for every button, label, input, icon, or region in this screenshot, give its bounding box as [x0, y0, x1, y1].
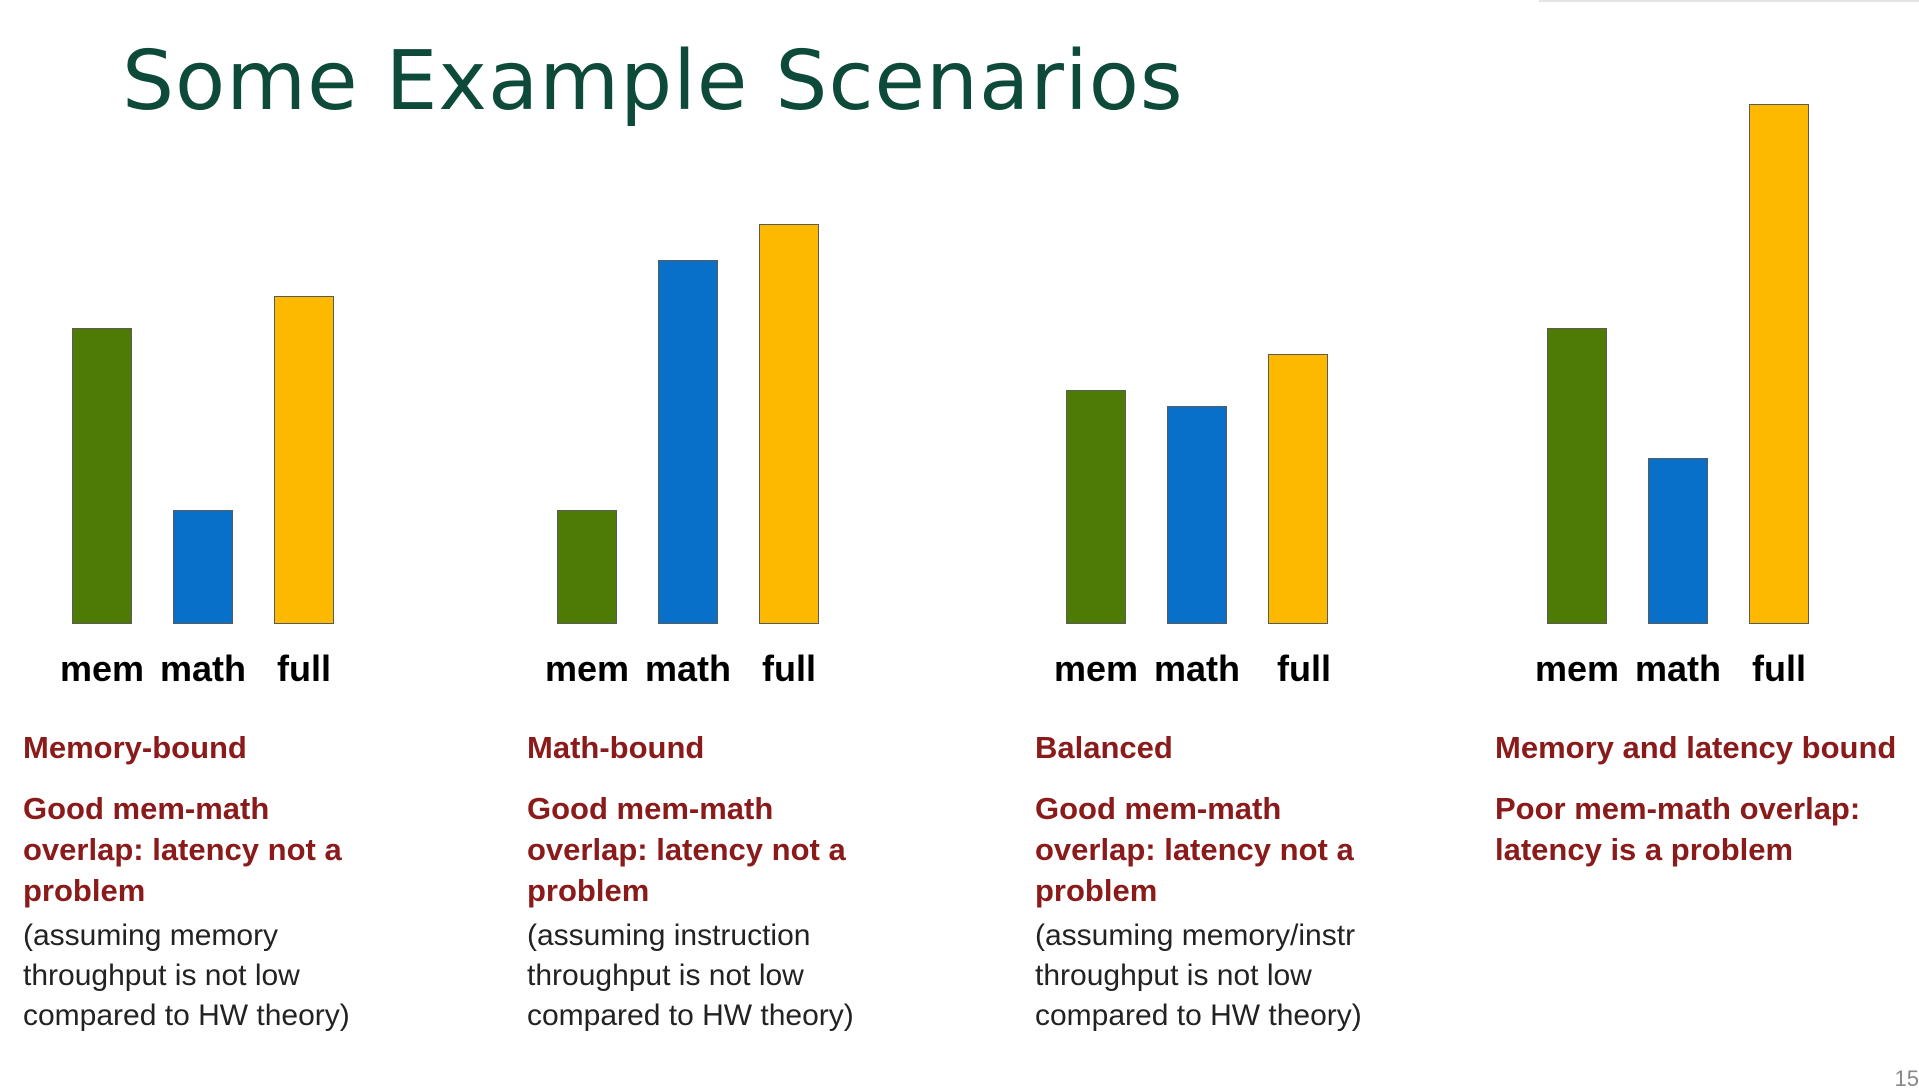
category-label-mem: mem [544, 648, 630, 689]
scenario-verdict: Good mem-math overlap: latency not a pro… [527, 791, 846, 908]
bar-mem [557, 510, 617, 624]
category-label-full: full [1277, 648, 1331, 689]
bar-full [759, 224, 819, 624]
bar-mem [72, 328, 132, 624]
scenario-panel-4: Memory and latency bound Poor mem-math o… [1495, 728, 1919, 870]
category-label-math: math [159, 648, 246, 689]
bar-math [1648, 458, 1708, 624]
category-label-mem: mem [59, 648, 145, 689]
scenario-verdict: Good mem-math overlap: latency not a pro… [23, 791, 342, 908]
scenario-heading: Memory and latency bound [1495, 730, 1897, 765]
scenario-heading: Memory-bound [23, 730, 247, 765]
bar-math [658, 260, 718, 624]
category-label-mem: mem [1534, 648, 1620, 689]
scenario-verdict: Good mem-math overlap: latency not a pro… [1035, 791, 1354, 908]
scenario-panel-2: Math-bound Good mem-math overlap: latenc… [527, 728, 1007, 1036]
bar-full [1268, 354, 1328, 624]
scenario-note: (assuming memory/instr throughput is not… [1035, 919, 1362, 1032]
scenario-panel-1: Memory-bound Good mem-math overlap: late… [23, 728, 503, 1036]
bar-mem [1547, 328, 1607, 624]
bar-full [1749, 104, 1809, 624]
corner-rule [1539, 0, 1919, 2]
bar-math [173, 510, 233, 624]
scenario-note: (assuming memory throughput is not low c… [23, 919, 350, 1032]
category-label-full: full [277, 648, 331, 689]
bar-math [1167, 406, 1227, 624]
scenario-note: (assuming instruction throughput is not … [527, 919, 854, 1032]
bar-mem [1066, 390, 1126, 624]
page-number: 15 [1894, 1066, 1919, 1091]
category-label-math: math [1634, 648, 1721, 689]
category-label-math: math [1153, 648, 1240, 689]
scenario-heading: Math-bound [527, 730, 705, 765]
scenario-heading: Balanced [1035, 730, 1173, 765]
category-label-math: math [644, 648, 731, 689]
slide-title: Some Example Scenarios [122, 34, 1184, 129]
bar-full [274, 296, 334, 624]
category-label-full: full [1752, 648, 1806, 689]
scenario-panel-3: Balanced Good mem-math overlap: latency … [1035, 728, 1515, 1036]
category-label-full: full [762, 648, 816, 689]
category-label-mem: mem [1053, 648, 1139, 689]
scenario-verdict: Poor mem-math overlap: latency is a prob… [1495, 791, 1861, 867]
